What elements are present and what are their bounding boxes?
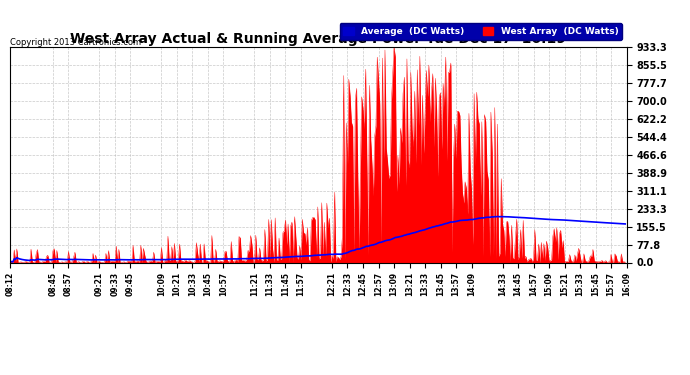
Title: West Array Actual & Running Average Power Tue Dec 17  16:19: West Array Actual & Running Average Powe… [70,32,566,46]
Legend: Average  (DC Watts), West Array  (DC Watts): Average (DC Watts), West Array (DC Watts… [339,23,622,40]
Text: Copyright 2013 Cartronics.com: Copyright 2013 Cartronics.com [10,38,141,47]
